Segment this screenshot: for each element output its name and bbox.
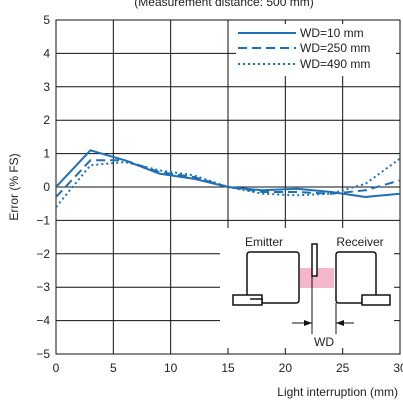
x-tick-label: 25 xyxy=(336,361,350,375)
y-axis-label: Error (% FS) xyxy=(7,153,21,220)
x-axis-ticks: 0 5 10 15 20 25 30 xyxy=(53,361,403,375)
x-tick-label: 0 xyxy=(53,361,60,375)
x-tick-label: 30 xyxy=(393,361,403,375)
wd-arrow-head-left xyxy=(304,320,312,326)
x-tick-label: 10 xyxy=(164,361,178,375)
legend-label-wd490: WD=490 mm xyxy=(300,57,370,71)
y-tick-label: 2 xyxy=(43,113,50,127)
y-tick-label: 3 xyxy=(43,80,50,94)
y-tick-label: 4 xyxy=(43,46,50,60)
light-beam-zone xyxy=(300,268,334,288)
x-tick-label: 5 xyxy=(110,361,117,375)
y-tick-label: 1 xyxy=(43,147,50,161)
legend: WD=10 mm WD=250 mm WD=490 mm xyxy=(236,24,396,76)
emitter-label: Emitter xyxy=(245,235,283,249)
y-axis-ticks: −5 −4 −3 −2 −1 0 1 2 3 4 5 xyxy=(36,13,50,361)
receiver-base-bracket xyxy=(361,294,391,306)
x-tick-label: 15 xyxy=(221,361,235,375)
wd-arrow-head-right xyxy=(336,320,344,326)
emitter-base-bracket xyxy=(232,294,263,306)
y-tick-label: −5 xyxy=(36,347,50,361)
y-tick-label: 0 xyxy=(43,180,50,194)
data-series xyxy=(56,149,400,208)
series-line-2 xyxy=(56,157,400,208)
x-axis-label: Light interruption (mm) xyxy=(277,385,398,399)
y-tick-label: −1 xyxy=(36,213,50,227)
wd-label: WD xyxy=(314,335,334,349)
sensor-inset-diagram: Emitter Receiver WD xyxy=(220,228,394,349)
legend-label-wd10: WD=10 mm xyxy=(300,26,364,40)
y-tick-label: −4 xyxy=(36,314,50,328)
chart-title: (Measurement distance: 500 mm) xyxy=(134,0,313,9)
receiver-label: Receiver xyxy=(336,235,383,249)
x-tick-label: 20 xyxy=(279,361,293,375)
legend-label-wd250: WD=250 mm xyxy=(300,41,370,55)
series-line-1 xyxy=(56,159,400,198)
interrupting-object xyxy=(311,243,318,277)
y-tick-label: 5 xyxy=(43,13,50,27)
y-tick-label: −3 xyxy=(36,280,50,294)
y-tick-label: −2 xyxy=(36,247,50,261)
